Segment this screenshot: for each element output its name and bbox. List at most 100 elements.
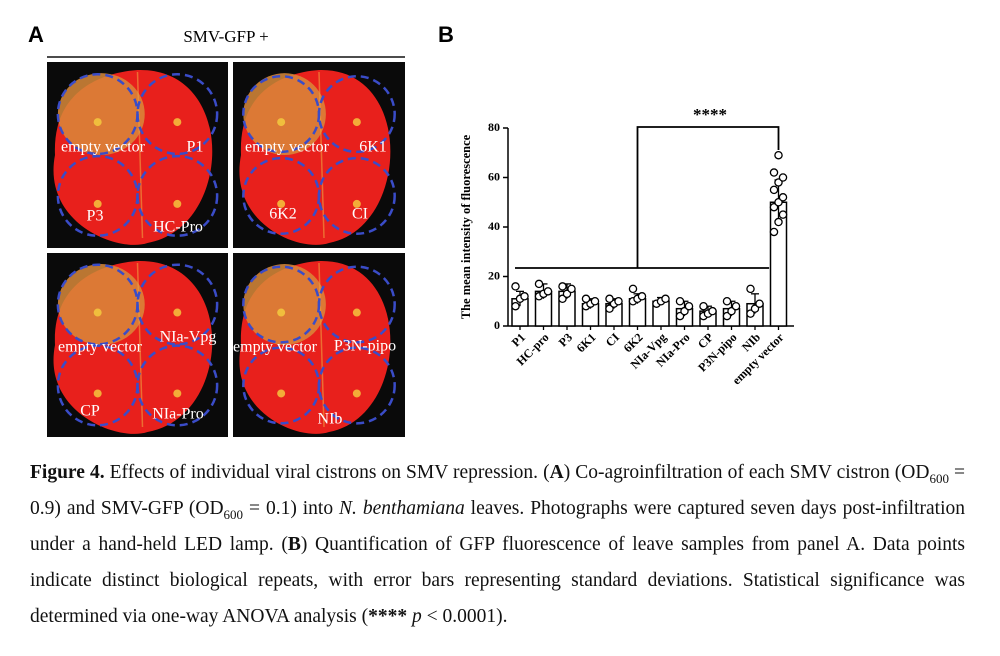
infiltration-circle bbox=[317, 156, 396, 236]
caption-text: < 0.0001). bbox=[421, 606, 508, 627]
leaf-label: 6K2 bbox=[269, 206, 297, 223]
infiltration-spot bbox=[173, 389, 182, 398]
data-point bbox=[778, 193, 788, 202]
caption-text: = 0.1) into bbox=[243, 498, 340, 519]
y-tick-label: 80 bbox=[488, 120, 500, 134]
data-point bbox=[675, 296, 685, 306]
infiltration-circle bbox=[136, 154, 219, 237]
panel-header: SMV-GFP + bbox=[183, 27, 268, 46]
gfp-spot bbox=[57, 264, 145, 345]
leaf-label: P3 bbox=[87, 208, 104, 225]
infiltration-spot bbox=[93, 118, 102, 127]
caption-label: Figure 4. bbox=[30, 462, 105, 483]
y-axis-label: The mean intensity of fluorescence bbox=[459, 134, 473, 319]
data-point bbox=[774, 150, 783, 160]
caption-text: N. benthamiana bbox=[339, 498, 465, 519]
caption-text: ) Co-agroinfiltration of each SMV cistro… bbox=[563, 462, 930, 483]
leaf-label: 6K1 bbox=[359, 139, 387, 156]
caption-text: **** bbox=[368, 606, 412, 627]
data-point bbox=[746, 284, 755, 294]
gfp-spot bbox=[243, 264, 326, 345]
data-point bbox=[769, 227, 779, 237]
y-tick-label: 20 bbox=[488, 268, 500, 282]
leaf-label: P3N-pipo bbox=[334, 338, 396, 355]
panel-label: A bbox=[28, 22, 44, 47]
caption-text: Effects of individual viral cistrons on … bbox=[104, 462, 550, 483]
figure: A SMV-GFP + empty vector P1P3HC-Proempty … bbox=[28, 22, 794, 437]
caption-text: p bbox=[411, 606, 422, 627]
data-point bbox=[534, 279, 544, 289]
data-point bbox=[567, 284, 576, 294]
data-point bbox=[661, 294, 670, 304]
leaf-label: HC-Pro bbox=[153, 219, 203, 236]
data-point bbox=[684, 301, 694, 311]
x-tick-label: 6K1 bbox=[574, 330, 599, 355]
data-point bbox=[755, 299, 764, 308]
caption-text: A bbox=[549, 462, 564, 483]
infiltration-spot bbox=[173, 308, 182, 317]
x-tick-label: CI bbox=[603, 330, 623, 350]
panel-label: B bbox=[438, 22, 454, 47]
caption-text: ) Quantification of GFP fluorescence of … bbox=[30, 534, 965, 627]
data-point bbox=[628, 284, 638, 294]
data-point bbox=[590, 296, 600, 306]
leaf-label: NIa-Vpg bbox=[160, 329, 217, 346]
gfp-spot bbox=[243, 73, 326, 155]
leaf-label: empty vector bbox=[233, 339, 318, 356]
leaf-label: empty vector bbox=[61, 139, 146, 156]
bar-chart: 0 20 40 60 80 The mean intensity of fluoresce… bbox=[459, 105, 794, 387]
infiltration-spot bbox=[93, 199, 102, 208]
infiltration-spot bbox=[352, 308, 361, 317]
leaf-vein bbox=[136, 71, 144, 239]
leaf-photos: empty vector P1 P3 HC-Pro empty vector 6K1 6K2… bbox=[47, 62, 405, 437]
leaf-label: empty vector bbox=[58, 339, 143, 356]
data-point bbox=[511, 301, 520, 311]
data-point bbox=[511, 282, 520, 291]
data-point bbox=[558, 282, 567, 291]
data-point bbox=[774, 217, 783, 227]
infiltration-spot bbox=[173, 118, 182, 127]
data-point bbox=[708, 306, 717, 316]
significance-label: **** bbox=[693, 105, 727, 124]
infiltration-circle bbox=[136, 263, 219, 346]
leaf-label: NIb bbox=[318, 411, 343, 428]
data-point bbox=[699, 301, 708, 311]
infiltration-circle bbox=[136, 73, 219, 156]
data-point bbox=[520, 292, 529, 301]
data-point bbox=[778, 173, 788, 182]
leaf-vein bbox=[318, 71, 325, 239]
leaf-label: empty vector bbox=[245, 139, 330, 156]
leaf-label: CP bbox=[80, 403, 100, 420]
infiltration-spot bbox=[352, 389, 361, 398]
leaf-label: CI bbox=[352, 206, 368, 223]
infiltration-spot bbox=[277, 199, 286, 208]
caption-text: 600 bbox=[223, 506, 244, 522]
y-tick-label: 40 bbox=[488, 219, 500, 233]
y-tick-label: 60 bbox=[488, 169, 500, 183]
gfp-spot bbox=[57, 73, 145, 155]
infiltration-spot bbox=[277, 118, 286, 127]
data-point bbox=[637, 292, 647, 301]
leaf-label: NIa-Pro bbox=[152, 406, 204, 423]
x-tick-label: P3 bbox=[556, 330, 575, 349]
data-point bbox=[769, 168, 779, 177]
leaf-vein bbox=[136, 262, 144, 428]
data-point bbox=[731, 301, 741, 311]
data-point bbox=[614, 296, 623, 306]
y-tick-label: 0 bbox=[494, 318, 500, 332]
infiltration-circle bbox=[317, 265, 396, 344]
caption-text: = 0.9) and SMV-GFP (OD bbox=[30, 462, 965, 519]
infiltration-circle bbox=[317, 346, 396, 425]
infiltration-spot bbox=[93, 389, 102, 398]
data-point bbox=[543, 287, 553, 296]
infiltration-spot bbox=[173, 199, 182, 208]
infiltration-spot bbox=[352, 199, 361, 208]
significance-bracket bbox=[636, 126, 780, 268]
infiltration-spot bbox=[93, 308, 102, 317]
caption-text: B bbox=[287, 534, 301, 555]
infiltration-spot bbox=[277, 389, 286, 398]
caption-text: leaves. Photographs were captured seven … bbox=[30, 498, 965, 555]
leaf-vein bbox=[318, 262, 325, 428]
leaf-label: P1 bbox=[187, 139, 204, 156]
